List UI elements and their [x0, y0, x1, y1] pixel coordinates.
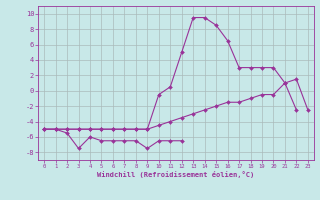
X-axis label: Windchill (Refroidissement éolien,°C): Windchill (Refroidissement éolien,°C)	[97, 171, 255, 178]
